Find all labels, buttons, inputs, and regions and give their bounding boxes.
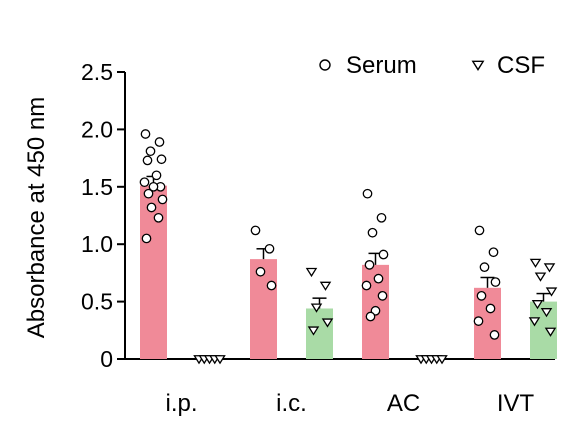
serum-point bbox=[362, 188, 373, 199]
csf-point bbox=[528, 317, 541, 327]
legend-label-serum: Serum bbox=[346, 52, 417, 79]
serum-point bbox=[264, 243, 275, 254]
csf-point bbox=[321, 318, 334, 328]
x-category-label: AC bbox=[387, 390, 420, 417]
serum-point bbox=[255, 266, 266, 277]
serum-point bbox=[474, 225, 485, 236]
x-category-label: i.p. bbox=[165, 390, 197, 417]
y-tick-label: 0.5 bbox=[81, 289, 113, 315]
serum-point bbox=[146, 202, 157, 213]
csf-point bbox=[529, 258, 542, 268]
csf-point bbox=[531, 300, 544, 310]
bar-serum bbox=[140, 185, 167, 359]
csf-point bbox=[545, 287, 558, 297]
csf-point bbox=[305, 267, 318, 278]
serum-point bbox=[250, 225, 261, 236]
serum-point bbox=[489, 330, 500, 340]
serum-point bbox=[151, 170, 162, 181]
serum-point bbox=[365, 311, 376, 322]
serum-point bbox=[377, 291, 388, 301]
serum-point bbox=[266, 280, 277, 291]
serum-point bbox=[378, 249, 389, 260]
serum-point bbox=[154, 137, 165, 147]
serum-point bbox=[364, 260, 375, 270]
serum-point bbox=[153, 212, 164, 223]
serum-point bbox=[143, 188, 154, 199]
legend-label-csf: CSF bbox=[497, 52, 545, 79]
csf-point bbox=[543, 263, 556, 273]
y-tick-label: 1.5 bbox=[81, 174, 113, 200]
csf-point bbox=[310, 303, 323, 313]
csf-point bbox=[544, 327, 557, 337]
serum-point bbox=[157, 194, 168, 205]
serum-point bbox=[367, 227, 378, 238]
x-category-label: IVT bbox=[497, 390, 535, 417]
y-tick-label: 0 bbox=[100, 346, 113, 372]
csf-point bbox=[436, 355, 448, 365]
serum-point bbox=[145, 146, 156, 157]
legend-serum-marker bbox=[319, 59, 331, 71]
bar-serum bbox=[250, 259, 277, 359]
serum-point bbox=[373, 273, 384, 284]
serum-point bbox=[141, 233, 152, 244]
y-axis-title: Absorbance at 450 nm bbox=[23, 97, 50, 339]
x-category-label: i.c. bbox=[276, 390, 307, 417]
serum-point bbox=[140, 129, 151, 139]
bar-csf bbox=[306, 308, 333, 359]
y-tick-label: 2.0 bbox=[81, 116, 113, 142]
serum-point bbox=[476, 291, 487, 301]
serum-point bbox=[156, 154, 167, 165]
csf-point bbox=[540, 308, 553, 318]
y-tick-label: 2.5 bbox=[81, 59, 113, 85]
serum-point bbox=[473, 316, 484, 326]
serum-point bbox=[376, 212, 387, 223]
csf-point bbox=[214, 355, 226, 365]
serum-point bbox=[485, 303, 496, 314]
legend: Serum CSF bbox=[319, 52, 545, 79]
csf-point bbox=[307, 326, 320, 336]
serum-point bbox=[479, 262, 490, 273]
serum-point bbox=[148, 181, 159, 192]
csf-point bbox=[534, 272, 547, 282]
serum-point bbox=[139, 177, 150, 188]
axes: 0 0.5 1.0 1.5 2.0 2.5 Absorbance at 450 nm i.p.… bbox=[23, 59, 555, 417]
serum-point bbox=[488, 247, 499, 258]
csf-point bbox=[319, 281, 332, 291]
serum-point bbox=[490, 277, 501, 287]
serum-point bbox=[142, 155, 153, 166]
legend-csf-marker bbox=[471, 60, 485, 72]
serum-point bbox=[361, 280, 372, 291]
y-tick-label: 1.0 bbox=[81, 231, 113, 257]
data-points bbox=[139, 129, 558, 365]
